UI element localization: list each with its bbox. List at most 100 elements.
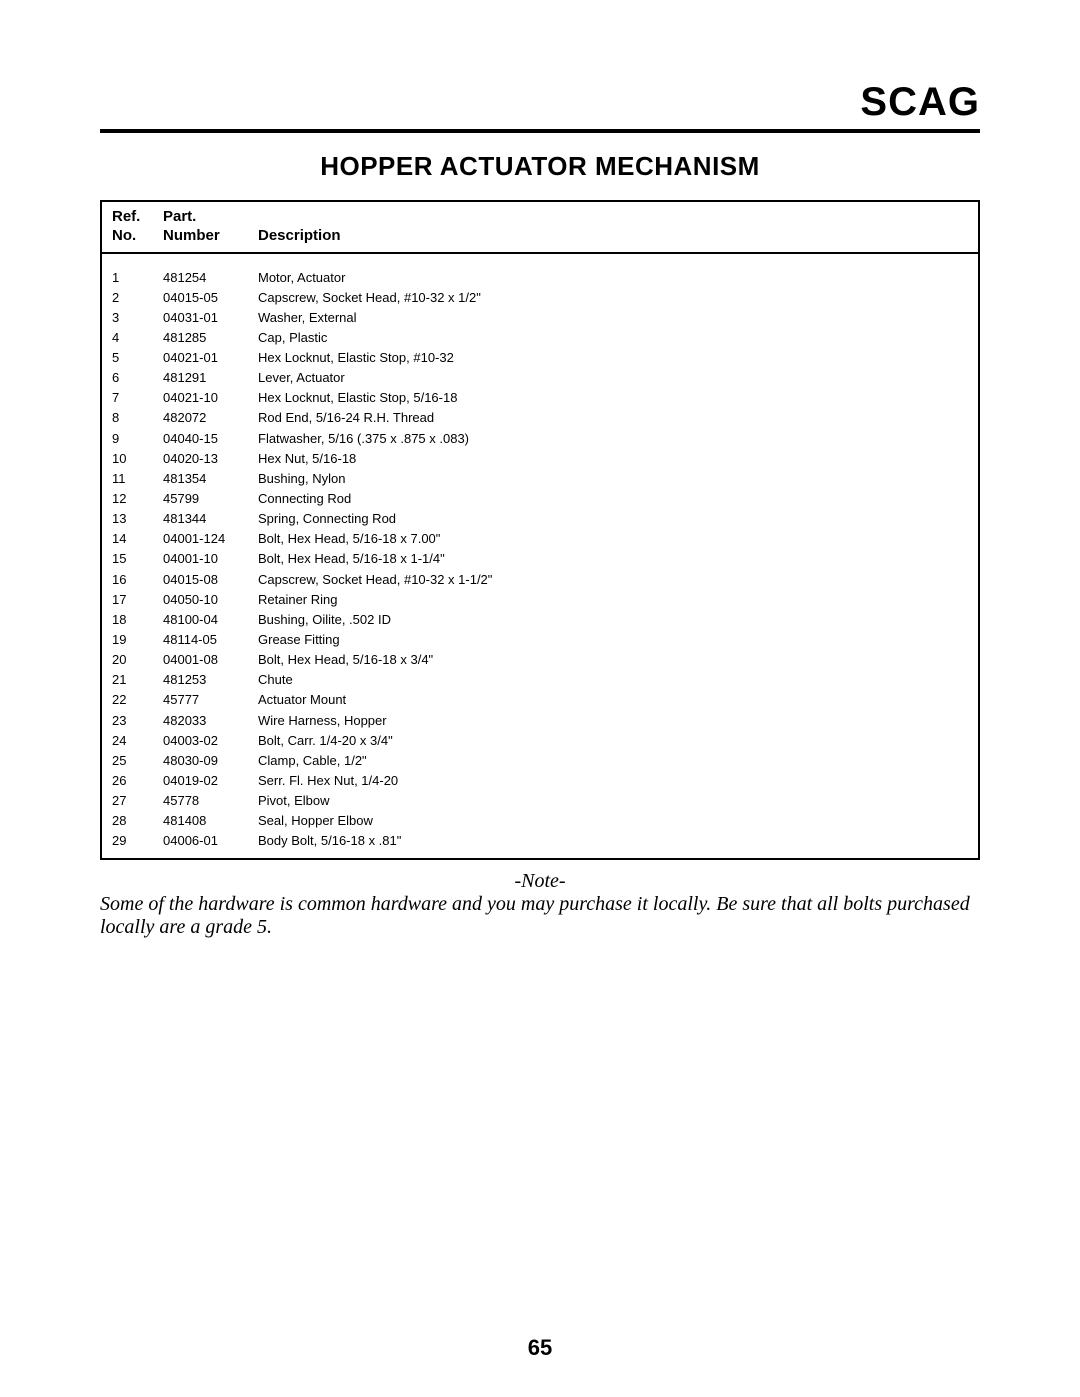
- cell-part: 04006-01: [157, 831, 252, 857]
- parts-table-header: Ref. No. Part. Number Description: [102, 202, 978, 253]
- cell-part: 481291: [157, 368, 252, 388]
- cell-ref: 24: [102, 731, 157, 751]
- table-row: 2548030-09Clamp, Cable, 1/2": [102, 751, 978, 771]
- cell-ref: 29: [102, 831, 157, 857]
- cell-ref: 7: [102, 388, 157, 408]
- table-row: 2604019-02Serr. Fl. Hex Nut, 1/4-20: [102, 771, 978, 791]
- cell-ref: 8: [102, 408, 157, 428]
- cell-ref: 10: [102, 449, 157, 469]
- cell-ref: 4: [102, 328, 157, 348]
- cell-desc: Seal, Hopper Elbow: [252, 811, 978, 831]
- cell-ref: 21: [102, 670, 157, 690]
- cell-desc: Hex Locknut, Elastic Stop, 5/16-18: [252, 388, 978, 408]
- cell-desc: Bolt, Hex Head, 5/16-18 x 7.00": [252, 529, 978, 549]
- cell-ref: 2: [102, 288, 157, 308]
- col-header-ref-line1: Ref.: [112, 208, 140, 225]
- cell-desc: Body Bolt, 5/16-18 x .81": [252, 831, 978, 857]
- cell-ref: 14: [102, 529, 157, 549]
- table-row: 8482072Rod End, 5/16-24 R.H. Thread: [102, 408, 978, 428]
- cell-desc: Lever, Actuator: [252, 368, 978, 388]
- cell-part: 481344: [157, 509, 252, 529]
- parts-table: Ref. No. Part. Number Description 148125…: [102, 202, 978, 858]
- cell-part: 45799: [157, 489, 252, 509]
- table-row: 4481285Cap, Plastic: [102, 328, 978, 348]
- cell-part: 04021-01: [157, 348, 252, 368]
- col-header-part-line2: Number: [163, 227, 220, 244]
- cell-ref: 3: [102, 308, 157, 328]
- cell-ref: 1: [102, 253, 157, 288]
- table-row: 1948114-05Grease Fitting: [102, 630, 978, 650]
- cell-ref: 27: [102, 791, 157, 811]
- cell-ref: 15: [102, 549, 157, 569]
- table-row: 13481344Spring, Connecting Rod: [102, 509, 978, 529]
- cell-desc: Capscrew, Socket Head, #10-32 x 1-1/2": [252, 570, 978, 590]
- cell-part: 482033: [157, 711, 252, 731]
- cell-part: 04019-02: [157, 771, 252, 791]
- note-body: Some of the hardware is common hardware …: [100, 893, 980, 939]
- page-title: HOPPER ACTUATOR MECHANISM: [100, 151, 980, 182]
- table-row: 2904006-01Body Bolt, 5/16-18 x .81": [102, 831, 978, 857]
- cell-ref: 22: [102, 690, 157, 710]
- table-row: 1504001-10Bolt, Hex Head, 5/16-18 x 1-1/…: [102, 549, 978, 569]
- col-header-ref: Ref. No.: [102, 202, 157, 253]
- cell-desc: Washer, External: [252, 308, 978, 328]
- cell-desc: Cap, Plastic: [252, 328, 978, 348]
- cell-desc: Bolt, Carr. 1/4-20 x 3/4": [252, 731, 978, 751]
- cell-ref: 6: [102, 368, 157, 388]
- cell-ref: 9: [102, 429, 157, 449]
- cell-desc: Chute: [252, 670, 978, 690]
- page-number: 65: [0, 1335, 1080, 1361]
- cell-ref: 19: [102, 630, 157, 650]
- cell-part: 04001-10: [157, 549, 252, 569]
- parts-table-body: 1481254Motor, Actuator204015-05Capscrew,…: [102, 253, 978, 858]
- col-header-part-line1: Part.: [163, 208, 196, 225]
- cell-part: 45778: [157, 791, 252, 811]
- cell-part: 04001-124: [157, 529, 252, 549]
- cell-part: 481254: [157, 253, 252, 288]
- cell-desc: Connecting Rod: [252, 489, 978, 509]
- table-row: 1004020-13Hex Nut, 5/16-18: [102, 449, 978, 469]
- table-row: 2245777Actuator Mount: [102, 690, 978, 710]
- cell-ref: 13: [102, 509, 157, 529]
- cell-part: 481354: [157, 469, 252, 489]
- cell-desc: Grease Fitting: [252, 630, 978, 650]
- cell-desc: Wire Harness, Hopper: [252, 711, 978, 731]
- cell-part: 04050-10: [157, 590, 252, 610]
- cell-ref: 12: [102, 489, 157, 509]
- cell-part: 04040-15: [157, 429, 252, 449]
- table-row: 2004001-08Bolt, Hex Head, 5/16-18 x 3/4": [102, 650, 978, 670]
- cell-ref: 20: [102, 650, 157, 670]
- cell-part: 04015-05: [157, 288, 252, 308]
- table-row: 28481408Seal, Hopper Elbow: [102, 811, 978, 831]
- table-row: 21481253Chute: [102, 670, 978, 690]
- table-row: 304031-01Washer, External: [102, 308, 978, 328]
- col-header-ref-line2: No.: [112, 227, 136, 244]
- cell-desc: Capscrew, Socket Head, #10-32 x 1/2": [252, 288, 978, 308]
- note-heading: -Note-: [100, 870, 980, 893]
- cell-part: 04003-02: [157, 731, 252, 751]
- cell-desc: Rod End, 5/16-24 R.H. Thread: [252, 408, 978, 428]
- table-row: 2404003-02Bolt, Carr. 1/4-20 x 3/4": [102, 731, 978, 751]
- cell-desc: Flatwasher, 5/16 (.375 x .875 x .083): [252, 429, 978, 449]
- cell-part: 481408: [157, 811, 252, 831]
- cell-desc: Pivot, Elbow: [252, 791, 978, 811]
- cell-part: 482072: [157, 408, 252, 428]
- table-row: 1704050-10Retainer Ring: [102, 590, 978, 610]
- cell-ref: 16: [102, 570, 157, 590]
- cell-ref: 23: [102, 711, 157, 731]
- header-divider: [100, 129, 980, 133]
- cell-part: 04031-01: [157, 308, 252, 328]
- table-row: 2745778Pivot, Elbow: [102, 791, 978, 811]
- table-row: 704021-10Hex Locknut, Elastic Stop, 5/16…: [102, 388, 978, 408]
- cell-desc: Hex Locknut, Elastic Stop, #10-32: [252, 348, 978, 368]
- cell-ref: 25: [102, 751, 157, 771]
- cell-ref: 18: [102, 610, 157, 630]
- header-row: SCAG: [100, 80, 980, 125]
- cell-desc: Hex Nut, 5/16-18: [252, 449, 978, 469]
- col-header-part: Part. Number: [157, 202, 252, 253]
- table-row: 1404001-124Bolt, Hex Head, 5/16-18 x 7.0…: [102, 529, 978, 549]
- table-row: 1245799Connecting Rod: [102, 489, 978, 509]
- note-block: -Note- Some of the hardware is common ha…: [100, 870, 980, 939]
- table-row: 6481291Lever, Actuator: [102, 368, 978, 388]
- cell-part: 45777: [157, 690, 252, 710]
